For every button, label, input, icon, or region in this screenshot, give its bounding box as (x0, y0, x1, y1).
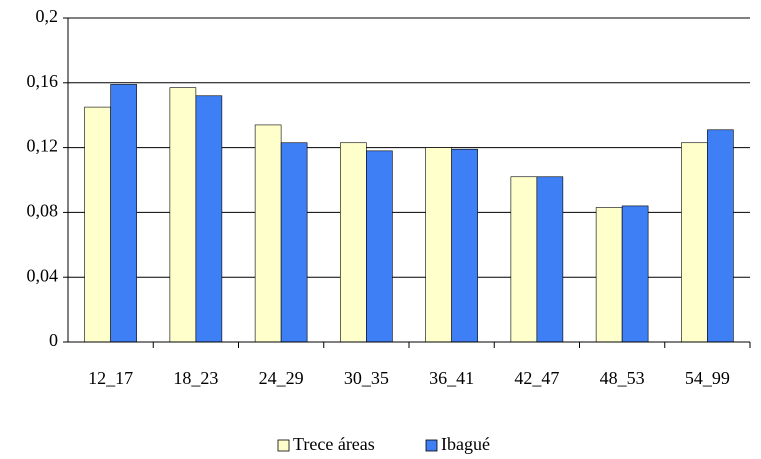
bar (510, 176, 538, 343)
bar (340, 142, 367, 343)
x-tick-label: 18_23 (173, 368, 218, 388)
bar (169, 87, 197, 343)
bar (366, 150, 393, 343)
bar (595, 207, 623, 343)
bar (195, 95, 223, 343)
x-tick-label: 12_17 (88, 368, 133, 388)
bar (84, 106, 111, 343)
bar (621, 205, 649, 343)
x-tick-label: 30_35 (344, 368, 389, 388)
bar (254, 124, 282, 343)
bar (536, 176, 564, 343)
x-tick-label: 42_47 (514, 368, 559, 388)
x-tick-label: 54_99 (685, 368, 730, 388)
bar (681, 142, 708, 343)
x-tick-label: 24_29 (259, 368, 304, 388)
x-tick-label: 36_41 (429, 368, 474, 388)
legend-swatch (277, 439, 290, 452)
y-tick-label: 0,08 (27, 201, 59, 221)
bar (707, 129, 734, 343)
y-tick-label: 0 (49, 330, 58, 350)
bar (425, 147, 452, 343)
y-tick-label: 0,12 (27, 136, 59, 156)
legend-label: Ibagué (441, 434, 490, 454)
bar (110, 84, 137, 343)
x-tick-label: 48_53 (600, 368, 645, 388)
y-tick-label: 0,2 (36, 6, 59, 26)
legend-swatch (425, 439, 438, 452)
bar (280, 142, 308, 343)
legend-label: Trece áreas (293, 434, 375, 454)
bar (451, 148, 478, 343)
y-tick-label: 0,16 (27, 71, 59, 91)
y-tick-label: 0,04 (27, 265, 59, 285)
